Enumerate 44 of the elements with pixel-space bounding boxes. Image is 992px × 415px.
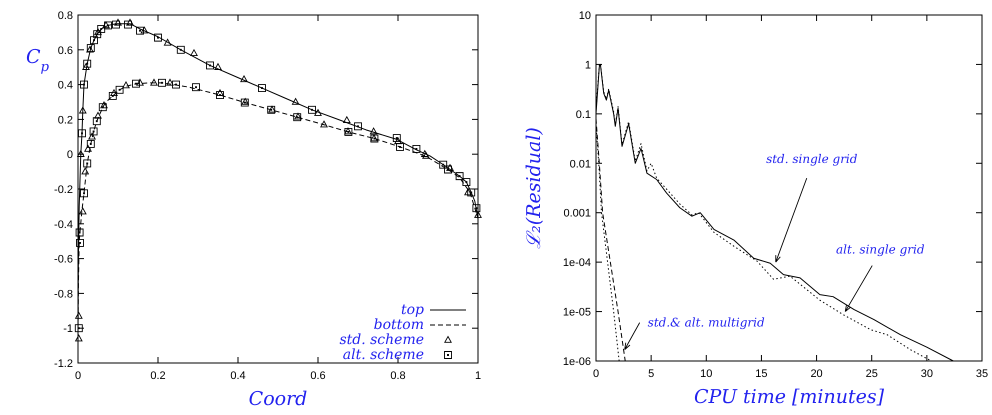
y-tick-label: 0.2 <box>58 114 73 126</box>
x-tick-label: 0 <box>592 368 600 380</box>
x-tick-label: 15 <box>755 368 768 380</box>
y-tick-label: -0.8 <box>54 288 73 300</box>
x-tick-label: 0.4 <box>230 370 246 382</box>
y-tick-label: -1.2 <box>54 358 73 370</box>
y-tick-label: -0.4 <box>54 218 73 231</box>
y-axis-title: ℒ₂(Residual) <box>523 127 545 249</box>
y-tick-label: -0.6 <box>54 254 73 266</box>
y-tick-label: 0 <box>66 149 73 162</box>
y-tick-label: -0.2 <box>54 184 73 196</box>
legend-label: bottom <box>374 317 424 333</box>
y-tick-label: 1e-04 <box>562 257 591 270</box>
x-tick-label: 0.8 <box>390 370 406 382</box>
x-tick-label: 10 <box>700 368 712 380</box>
annotation: std.& alt. multigrid <box>648 316 765 330</box>
x-tick-label: 5 <box>648 368 654 380</box>
legend-label: top <box>400 302 424 318</box>
x-tick-label: 25 <box>866 368 878 380</box>
y-tick-label: 1e-06 <box>562 356 591 368</box>
y-tick-label: 1e-05 <box>562 306 591 319</box>
y-tick-label: 0.8 <box>58 10 73 22</box>
x-tick-label: 0.6 <box>310 370 326 382</box>
legend-label: alt. scheme <box>342 347 424 363</box>
x-axis-title: CPU time [minutes] <box>694 386 885 408</box>
y-tick-label: -1 <box>63 323 73 336</box>
y-tick-label: 0.4 <box>58 80 73 92</box>
y-tick-label: 0.01 <box>570 158 591 170</box>
x-tick-label: 35 <box>976 368 988 380</box>
y-axis-title: C$_{p}$ <box>26 46 50 74</box>
y-tick-label: 10 <box>578 10 591 22</box>
y-tick-label: 1 <box>584 59 591 72</box>
x-tick-label: 0 <box>74 370 82 382</box>
annotation: std. single grid <box>766 152 858 166</box>
x-axis-title: Coord <box>248 388 308 410</box>
legend-label: std. scheme <box>339 332 424 348</box>
x-tick-label: 20 <box>810 368 823 380</box>
y-tick-label: 0.1 <box>576 108 591 121</box>
x-tick-label: 0.2 <box>150 370 166 382</box>
x-tick-label: 1 <box>474 370 482 382</box>
x-tick-label: 30 <box>920 368 933 380</box>
y-tick-label: 0.001 <box>563 208 591 220</box>
y-tick-label: 0.6 <box>58 44 73 57</box>
annotation: alt. single grid <box>836 242 925 257</box>
